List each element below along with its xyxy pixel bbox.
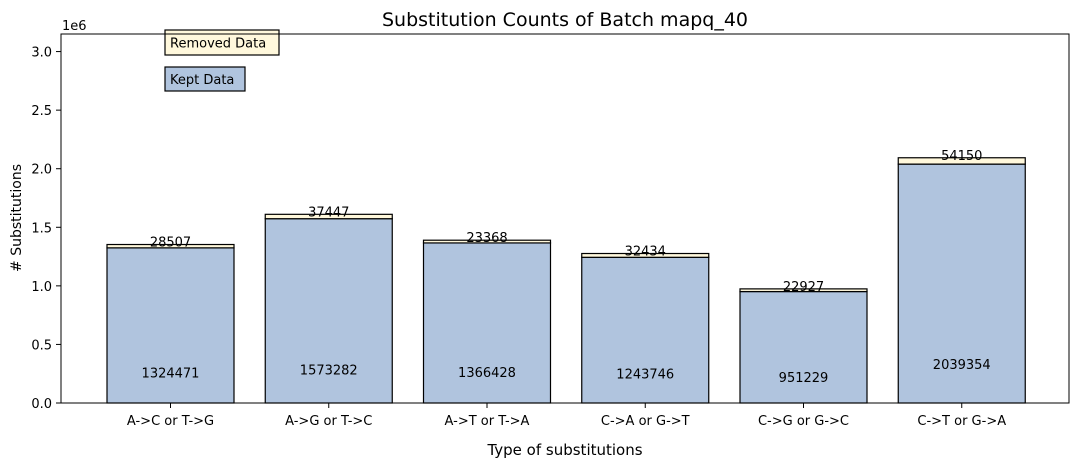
- y-axis-label: # Substitutions: [9, 164, 25, 272]
- y-offset-text: 1e6: [62, 19, 87, 34]
- y-tick-label: 1.5: [31, 221, 52, 236]
- bars-group: [106, 157, 1026, 404]
- legend-label: Removed Data: [170, 37, 266, 52]
- y-tick-label: 2.5: [31, 104, 52, 119]
- removed-value-label: 23368: [466, 231, 507, 246]
- y-tick-label: 1.0: [31, 280, 52, 295]
- removed-value-label: 32434: [625, 245, 666, 260]
- x-tick-label: C->A or G->T: [601, 414, 690, 429]
- removed-bar: [897, 157, 1026, 165]
- legend-box: [164, 66, 246, 92]
- kept-bar: [106, 247, 235, 404]
- x-axis-label: Type of substitutions: [486, 441, 642, 459]
- x-tick-label: C->T or G->A: [917, 414, 1006, 429]
- x-tick-label: A->T or T->A: [445, 414, 530, 429]
- kept-value-label: 1573282: [300, 364, 358, 379]
- plot-frame: [60, 33, 1070, 404]
- kept-value-label: 1366428: [458, 366, 516, 381]
- removed-bar: [264, 213, 393, 220]
- y-axis-ticks: 0.0 0.5 1.0 1.5 2.0 2.5 3.0: [31, 46, 61, 412]
- kept-bar: [897, 163, 1026, 404]
- removed-bar: [581, 252, 710, 258]
- removed-bar: [106, 243, 235, 249]
- removed-bar: [739, 288, 868, 293]
- value-labels-group: 1324471 28507 1573282 37447 1366428 23368 1243…: [142, 149, 991, 386]
- x-tick-label: A->G or T->C: [285, 414, 372, 429]
- removed-value-label: 54150: [941, 149, 982, 164]
- removed-value-label: 28507: [150, 236, 191, 251]
- kept-value-label: 1243746: [616, 367, 674, 382]
- kept-bar: [581, 256, 710, 404]
- kept-value-label: 951229: [779, 371, 829, 386]
- removed-value-label: 22927: [783, 280, 824, 295]
- x-axis-ticks: A->C or T->G A->G or T->C A->T or T->A C->A…: [127, 403, 1006, 429]
- kept-bar: [739, 290, 868, 404]
- y-tick-label: 0.5: [31, 338, 52, 353]
- y-tick-label: 2.0: [31, 163, 52, 178]
- chart-title: Substitution Counts of Batch mapq_40: [382, 9, 748, 31]
- y-tick-label: 0.0: [31, 397, 52, 412]
- removed-bar: [422, 239, 552, 244]
- x-tick-label: A->C or T->G: [127, 414, 214, 429]
- kept-value-label: 1324471: [142, 366, 200, 381]
- legend-label: Kept Data: [170, 73, 234, 88]
- removed-value-label: 37447: [308, 205, 349, 220]
- x-tick-label: C->G or G->C: [758, 414, 849, 429]
- kept-value-label: 2039354: [933, 358, 991, 373]
- legend: Removed Data Kept Data: [164, 29, 280, 92]
- y-tick-label: 3.0: [31, 46, 52, 61]
